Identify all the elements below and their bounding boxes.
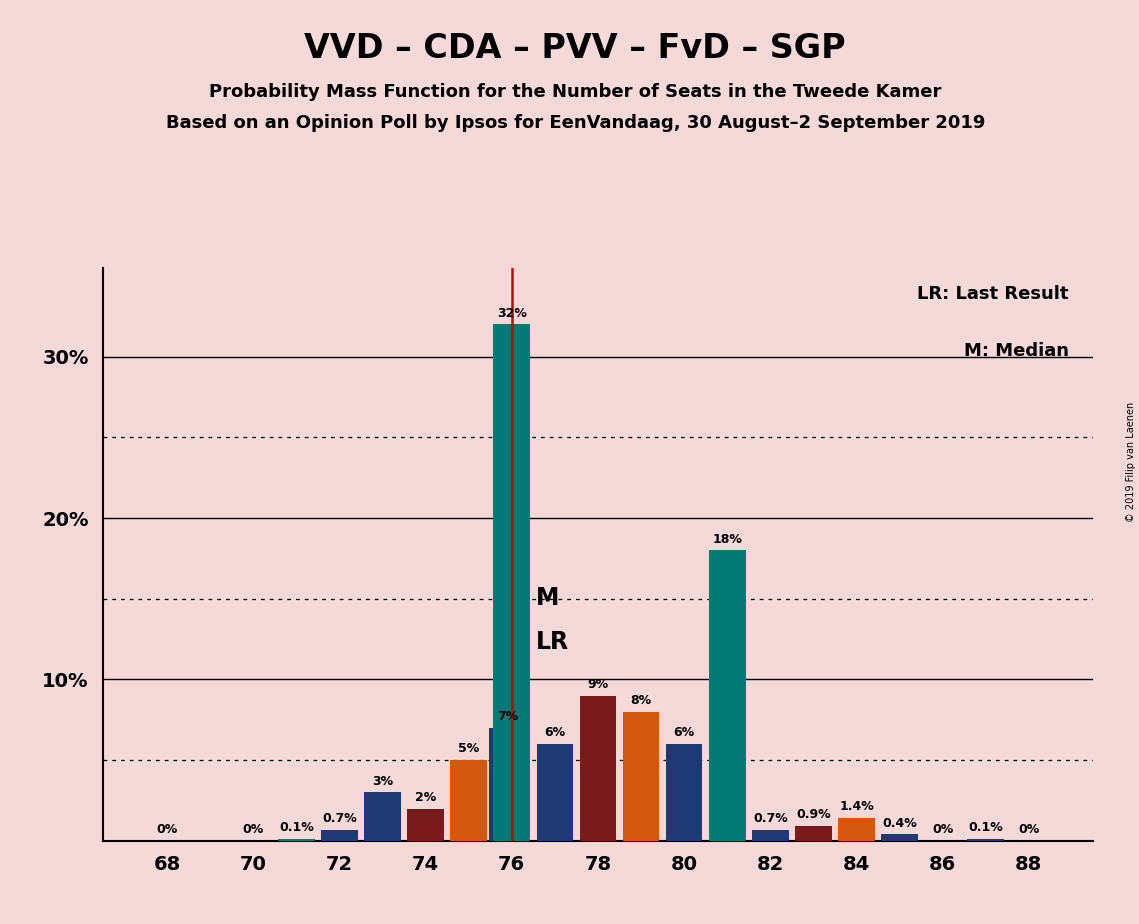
Text: 0.7%: 0.7% <box>753 811 788 825</box>
Text: © 2019 Filip van Laenen: © 2019 Filip van Laenen <box>1126 402 1136 522</box>
Bar <box>450 760 487 841</box>
Bar <box>623 711 659 841</box>
Text: Probability Mass Function for the Number of Seats in the Tweede Kamer: Probability Mass Function for the Number… <box>210 83 941 101</box>
Bar <box>666 744 703 841</box>
Bar <box>489 728 526 841</box>
Text: LR: LR <box>535 629 568 653</box>
Bar <box>580 696 616 841</box>
Text: 6%: 6% <box>673 726 695 739</box>
Text: 1.4%: 1.4% <box>839 800 874 813</box>
Bar <box>882 834 918 841</box>
Text: 3%: 3% <box>372 774 393 787</box>
Text: 5%: 5% <box>458 742 480 755</box>
Text: 6%: 6% <box>544 726 565 739</box>
Text: 18%: 18% <box>712 532 743 545</box>
Bar <box>321 830 358 841</box>
Text: 0.9%: 0.9% <box>796 808 830 821</box>
Bar <box>364 793 401 841</box>
Text: VVD – CDA – PVV – FvD – SGP: VVD – CDA – PVV – FvD – SGP <box>304 32 846 66</box>
Text: 32%: 32% <box>497 307 526 320</box>
Bar <box>408 808 444 841</box>
Text: 0.7%: 0.7% <box>322 811 357 825</box>
Text: 0%: 0% <box>156 823 178 836</box>
Bar <box>536 744 573 841</box>
Bar <box>278 839 314 841</box>
Text: 9%: 9% <box>588 678 608 691</box>
Bar <box>838 819 875 841</box>
Text: 2%: 2% <box>415 791 436 804</box>
Text: 0%: 0% <box>1018 823 1040 836</box>
Bar <box>967 839 1005 841</box>
Text: 0.1%: 0.1% <box>968 821 1003 834</box>
Text: 0%: 0% <box>243 823 264 836</box>
Text: 0.4%: 0.4% <box>883 817 917 830</box>
Text: LR: Last Result: LR: Last Result <box>917 286 1068 303</box>
Text: M: M <box>535 586 559 610</box>
Text: 0.1%: 0.1% <box>279 821 313 834</box>
Bar <box>752 830 788 841</box>
Text: 8%: 8% <box>631 694 652 707</box>
Text: Based on an Opinion Poll by Ipsos for EenVandaag, 30 August–2 September 2019: Based on an Opinion Poll by Ipsos for Ee… <box>165 114 985 131</box>
Bar <box>795 826 831 841</box>
Text: 7%: 7% <box>497 710 518 723</box>
Text: M: Median: M: Median <box>964 343 1068 360</box>
Bar <box>708 551 746 841</box>
Text: 0%: 0% <box>932 823 953 836</box>
Bar <box>493 324 530 841</box>
